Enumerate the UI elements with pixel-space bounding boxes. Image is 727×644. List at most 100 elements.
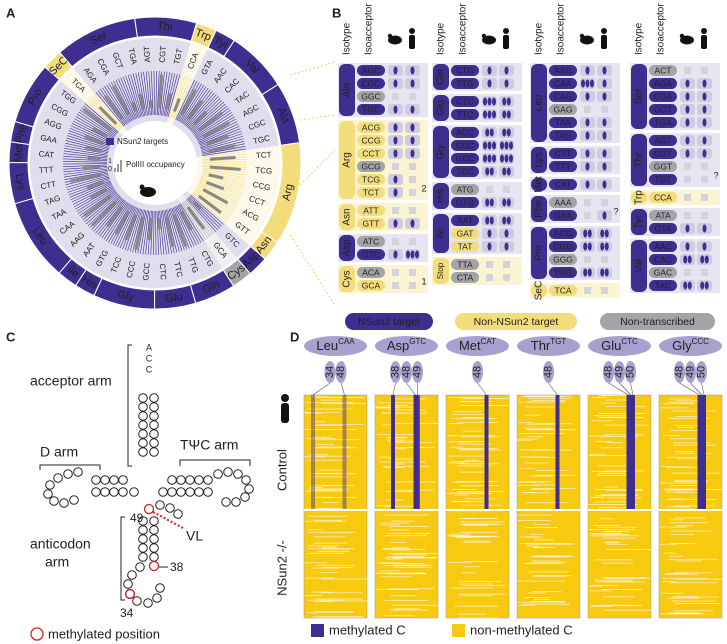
dot-cell <box>597 78 612 89</box>
heatmap-row <box>387 555 425 557</box>
dot-cell <box>697 280 712 291</box>
nucleotide <box>53 473 63 483</box>
mouse-icon <box>388 35 402 45</box>
heatmap-row <box>662 580 678 582</box>
occupancy-line <box>187 197 219 231</box>
codon-label: GAG <box>554 104 573 114</box>
heatmap-row <box>601 535 640 537</box>
heatmap-row <box>309 439 360 441</box>
dot-cell <box>405 104 420 115</box>
connector <box>289 61 336 76</box>
occupancy-line <box>84 103 119 133</box>
heatmap-row <box>307 529 323 531</box>
position-leader <box>619 382 631 396</box>
empty-cell <box>409 176 416 183</box>
codon-label: CCC <box>125 260 138 279</box>
scale-max: 1 <box>108 158 112 165</box>
dot <box>587 229 592 238</box>
heatmap-row <box>308 552 344 554</box>
empty-cell <box>701 212 708 219</box>
dot-cell <box>409 93 416 100</box>
heatmap-row <box>318 446 350 448</box>
legend-box <box>106 138 114 145</box>
dot-cell <box>580 117 595 128</box>
dot <box>702 105 707 114</box>
occupancy-line <box>72 184 113 205</box>
occupancy-bar <box>86 180 104 190</box>
legend-label: Non-transcribed <box>620 316 695 328</box>
panel-title: GluCTC <box>601 337 638 353</box>
empty-cell <box>684 67 691 74</box>
dot <box>602 211 607 220</box>
mouse-ear <box>579 33 585 39</box>
heatmap-row <box>673 506 691 507</box>
panel-title: AspGTC <box>387 337 427 353</box>
dot <box>483 97 487 106</box>
heatmap-row <box>461 401 479 403</box>
nucleotide <box>123 579 133 589</box>
occupancy-line <box>200 177 243 191</box>
dot-cell <box>388 78 403 89</box>
occupancy-bar <box>172 97 181 113</box>
nucleotide <box>149 534 159 544</box>
cell-bg <box>499 109 514 120</box>
dot-cell <box>597 65 612 76</box>
occupancy-line <box>69 127 111 146</box>
heatmap-row <box>675 525 694 527</box>
heatmap-row <box>595 581 646 583</box>
position-bubble <box>685 361 696 383</box>
dot <box>410 66 415 75</box>
isotype-label: Arg <box>342 152 353 168</box>
heatmap-row <box>588 529 636 531</box>
position-bubble <box>472 361 483 383</box>
heatmap-row <box>534 524 550 525</box>
header-isotype: Isotype <box>436 22 447 55</box>
codon-pill <box>649 267 677 278</box>
heatmap-row <box>668 401 695 403</box>
heatmap-row <box>525 545 539 547</box>
dot <box>485 128 490 137</box>
dot <box>502 167 507 176</box>
occupancy-line <box>179 203 204 242</box>
dot <box>585 162 590 171</box>
cell-bg <box>482 166 497 177</box>
occupancy-line <box>175 206 195 247</box>
heatmap-row <box>599 518 615 520</box>
cell-bg <box>597 267 612 278</box>
mouse-ear <box>387 33 393 39</box>
occupancy-line <box>87 195 121 227</box>
t-arm: TΨC arm <box>180 437 238 453</box>
isotype-box <box>631 134 647 186</box>
codon-pill <box>549 65 577 76</box>
dot <box>504 242 509 251</box>
isotype-box <box>433 126 449 178</box>
dot-cell <box>392 207 399 214</box>
position-leader <box>679 382 700 396</box>
dot-cell <box>499 65 514 76</box>
heatmap-row <box>602 596 635 598</box>
occupancy-line <box>129 209 143 252</box>
legend-pill <box>455 313 577 330</box>
nucleotide <box>109 475 119 485</box>
dot-cell <box>388 174 403 185</box>
codon-pill <box>451 78 479 89</box>
dot <box>700 255 705 264</box>
occupancy-line <box>160 210 167 255</box>
dot-cell <box>697 148 712 159</box>
nucleotide <box>165 503 175 513</box>
nucleotide <box>167 487 177 497</box>
dot <box>504 141 509 150</box>
dot <box>685 149 690 158</box>
occupancy-line <box>101 201 128 239</box>
codon-label: CTT <box>40 179 57 191</box>
dot <box>583 229 588 238</box>
heatmap-row <box>386 405 408 406</box>
empty-cell <box>409 269 416 276</box>
nucleotide <box>100 487 110 497</box>
isotype-label: Trp <box>634 190 645 205</box>
occupancy-line <box>156 210 159 255</box>
dot <box>687 255 692 264</box>
codon-superscript: TGT <box>550 337 566 346</box>
nucleotide <box>149 543 159 553</box>
dot-cell <box>580 78 595 89</box>
